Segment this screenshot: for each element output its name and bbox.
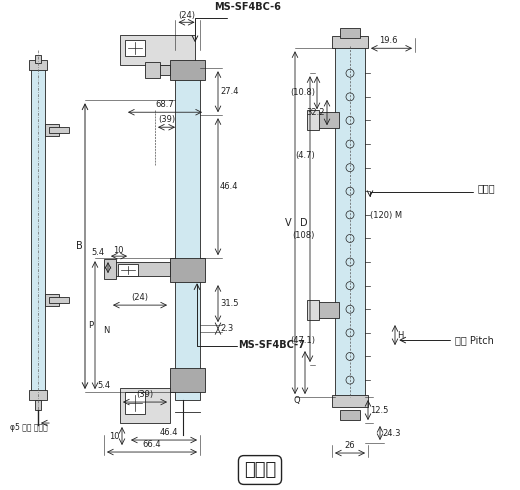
Bar (29, 60, 47, 70)
Text: B: B (76, 241, 83, 251)
Bar (110, 262, 170, 276)
Text: 68.7: 68.7 (155, 100, 174, 109)
Bar (170, 368, 205, 392)
Text: (24): (24) (132, 293, 149, 302)
Bar (150, 65, 170, 75)
Text: (39): (39) (136, 390, 153, 399)
Bar (29, 390, 47, 400)
Text: 24.3: 24.3 (382, 429, 400, 438)
Text: (10.8): (10.8) (290, 88, 315, 97)
Bar (175, 65, 200, 400)
Text: V: V (285, 218, 292, 228)
Bar (35, 55, 41, 63)
Bar (120, 388, 170, 423)
Bar (332, 36, 368, 49)
Text: 광축 Pitch: 광축 Pitch (455, 335, 494, 345)
Bar (125, 40, 145, 56)
Bar (332, 395, 368, 407)
Text: P: P (88, 320, 93, 330)
Bar (49, 297, 69, 303)
Text: 검출폭: 검출폭 (478, 183, 496, 193)
Bar (170, 60, 205, 80)
Text: 46.4: 46.4 (160, 428, 178, 437)
Bar (118, 264, 138, 276)
Bar (104, 259, 116, 279)
Text: 5.4: 5.4 (91, 247, 104, 257)
Text: 46.4: 46.4 (220, 182, 239, 191)
Text: 31.5: 31.5 (220, 299, 239, 308)
Text: 5.4: 5.4 (97, 381, 110, 390)
Text: 2.3: 2.3 (220, 323, 233, 333)
Text: 10: 10 (113, 245, 123, 255)
Bar (145, 62, 160, 78)
Bar (315, 302, 339, 318)
Text: (24): (24) (178, 11, 195, 20)
Text: MS-SF4BC-6: MS-SF4BC-6 (215, 2, 281, 12)
Text: N: N (103, 325, 110, 335)
Text: 32.2: 32.2 (306, 108, 325, 117)
Text: 27.4: 27.4 (220, 87, 239, 96)
Text: H: H (397, 331, 404, 340)
Text: φ5 회색 케이블: φ5 회색 케이블 (10, 423, 48, 432)
Bar (335, 43, 365, 400)
Text: D: D (301, 218, 308, 228)
Bar (35, 400, 41, 410)
Text: (39): (39) (158, 115, 175, 124)
Text: 19.6: 19.6 (379, 36, 398, 45)
Bar (31, 65, 45, 395)
Text: (4.7): (4.7) (295, 151, 315, 160)
Text: (108): (108) (293, 231, 315, 240)
Text: Q: Q (293, 395, 300, 405)
Text: 66.4: 66.4 (142, 440, 161, 449)
Bar (340, 410, 360, 420)
Text: 12.5: 12.5 (370, 406, 388, 415)
Text: (120) M: (120) M (370, 211, 402, 220)
Bar (45, 124, 59, 136)
Bar (45, 294, 59, 306)
Bar (315, 112, 339, 128)
Text: MS-SF4BC-7: MS-SF4BC-7 (238, 340, 305, 350)
Bar (307, 300, 319, 320)
Text: 10: 10 (110, 432, 120, 441)
Bar (125, 392, 145, 414)
Bar (170, 258, 205, 282)
Text: 26: 26 (345, 441, 355, 450)
Bar (49, 127, 69, 133)
Bar (340, 28, 360, 38)
Text: 투광기: 투광기 (244, 461, 276, 479)
Bar (307, 110, 319, 130)
Text: (47.1): (47.1) (290, 336, 315, 344)
Bar (120, 35, 195, 65)
